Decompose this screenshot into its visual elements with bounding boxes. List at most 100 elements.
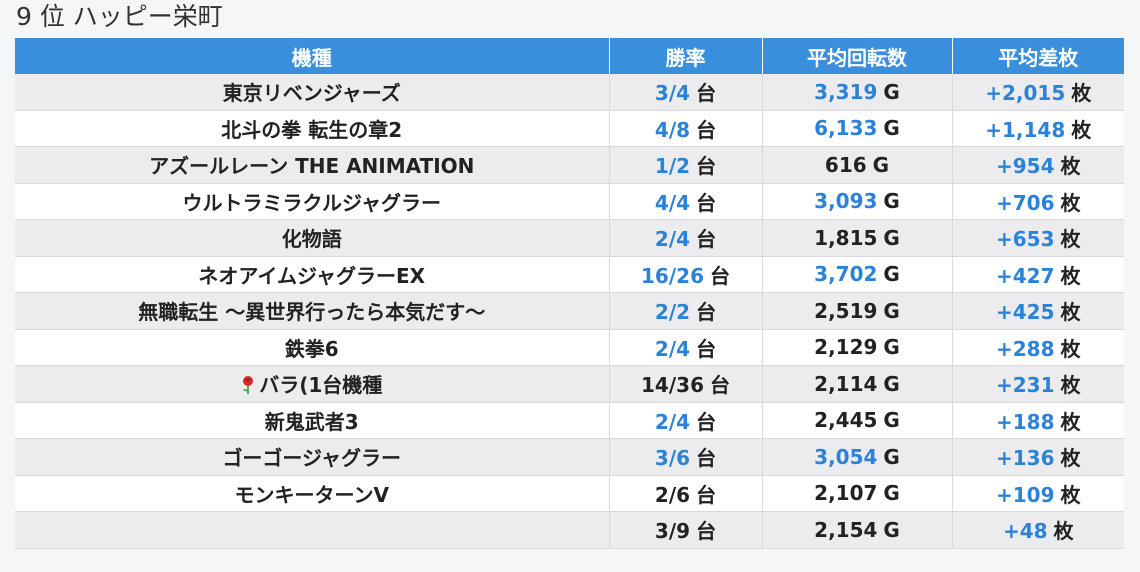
- table-row[interactable]: 新鬼武者3 2/4 台 2,445 G +188 枚: [15, 402, 1124, 439]
- win-rate-cell-value: 2/4: [654, 409, 691, 434]
- win-rate-cell: 4/8 台: [609, 110, 763, 147]
- win-rate-cell: 2/4 台: [609, 219, 763, 257]
- avg-diff-cell-unit: 枚: [1060, 409, 1081, 434]
- machine-name: バラ(1台機種: [259, 373, 383, 398]
- avg-spins-cell-unit: G: [883, 79, 900, 104]
- avg-diff-cell-unit: 枚: [1060, 446, 1081, 471]
- table-row[interactable]: 東京リベンジャーズ 3/4 台 3,319 G +2,015 枚: [15, 74, 1124, 111]
- win-rate-cell-value: 2/6: [654, 482, 691, 507]
- avg-diff-cell: +136 枚: [952, 438, 1124, 476]
- machine-name-cell[interactable]: ネオアイムジャグラーEX: [15, 256, 610, 293]
- avg-spins-cell-unit: G: [883, 371, 900, 396]
- ranking-table: 機種 勝率 平均回転数 平均差枚 東京リベンジャーズ 3/4 台 3,319 G +2,0…: [15, 38, 1124, 549]
- win-rate-cell-unit: 台: [696, 117, 717, 142]
- avg-spins-cell-unit: G: [883, 444, 900, 469]
- table-row[interactable]: 鉄拳6 2/4 台 2,129 G +288 枚: [15, 329, 1124, 366]
- rose-icon: [243, 376, 254, 395]
- machine-name-cell[interactable]: 無職転生 ～異世界行ったら本気だす～: [15, 292, 610, 330]
- column-header-avg-diff[interactable]: 平均差枚: [952, 38, 1124, 74]
- avg-spins-cell-value: 2,519: [814, 298, 878, 323]
- avg-diff-cell-value: +425: [995, 300, 1055, 325]
- avg-spins-cell-value: 2,154: [814, 517, 878, 542]
- win-rate-cell-value: 3/6: [654, 446, 691, 471]
- avg-spins-cell: 6,133 G: [762, 110, 953, 147]
- win-rate-cell: 16/26 台: [609, 256, 763, 293]
- machine-name: モンキーターンV: [234, 482, 389, 507]
- table-row[interactable]: ゴーゴージャグラー 3/6 台 3,054 G +136 枚: [15, 438, 1124, 476]
- avg-diff-cell: +288 枚: [952, 329, 1124, 366]
- avg-diff-cell-unit: 枚: [1060, 482, 1081, 507]
- avg-spins-cell-value: 1,815: [814, 225, 878, 250]
- win-rate-cell-unit: 台: [696, 482, 717, 507]
- win-rate-cell-value: 3/9: [654, 519, 691, 544]
- avg-spins-cell: 3,054 G: [762, 438, 953, 476]
- avg-spins-cell-unit: G: [883, 408, 900, 433]
- avg-diff-cell-unit: 枚: [1060, 190, 1081, 215]
- win-rate-cell-value: 1/2: [654, 154, 691, 179]
- avg-diff-cell-unit: 枚: [1060, 373, 1081, 398]
- table-row[interactable]: 北斗の拳 転生の章2 4/8 台 6,133 G +1,148 枚: [15, 110, 1124, 147]
- avg-spins-cell: 2,129 G: [762, 329, 953, 366]
- avg-diff-cell-unit: 枚: [1060, 227, 1081, 252]
- table-row[interactable]: バラ(1台機種 14/36 台 2,114 G +231 枚: [15, 365, 1124, 403]
- avg-spins-cell-value: 616: [824, 152, 867, 177]
- avg-diff-cell-value: +48: [1002, 519, 1048, 544]
- table-row[interactable]: 3/9 台 2,154 G +48 枚: [15, 511, 1124, 549]
- page-title: 9 位 ハッピー栄町: [16, 2, 223, 31]
- win-rate-cell: 4/4 台: [609, 183, 763, 220]
- avg-spins-cell: 2,107 G: [762, 475, 953, 512]
- win-rate-cell-value: 4/4: [654, 190, 691, 215]
- table-row[interactable]: ネオアイムジャグラーEX 16/26 台 3,702 G +427 枚: [15, 256, 1124, 293]
- table-row[interactable]: 無職転生 ～異世界行ったら本気だす～ 2/2 台 2,519 G +425 枚: [15, 292, 1124, 330]
- avg-spins-cell: 2,154 G: [762, 511, 953, 549]
- table-row[interactable]: モンキーターンV 2/6 台 2,107 G +109 枚: [15, 475, 1124, 512]
- win-rate-cell-value: 3/4: [654, 81, 691, 106]
- machine-name-cell[interactable]: 鉄拳6: [15, 329, 610, 366]
- machine-name: ネオアイムジャグラーEX: [198, 263, 426, 288]
- machine-name-cell[interactable]: ウルトラミラクルジャグラー: [15, 183, 610, 220]
- win-rate-cell-unit: 台: [696, 154, 717, 179]
- machine-name-cell[interactable]: 新鬼武者3: [15, 402, 610, 439]
- table-row[interactable]: アズールレーン THE ANIMATION 1/2 台 616 G +954 枚: [15, 146, 1124, 184]
- avg-spins-cell-value: 2,107: [814, 481, 878, 506]
- machine-name-cell[interactable]: ゴーゴージャグラー: [15, 438, 610, 476]
- win-rate-cell-unit: 台: [696, 81, 717, 106]
- avg-diff-cell-value: +231: [995, 373, 1055, 398]
- avg-spins-cell-unit: G: [883, 262, 900, 287]
- column-header-machine[interactable]: 機種: [15, 38, 610, 74]
- avg-diff-cell-unit: 枚: [1060, 336, 1081, 361]
- avg-spins-cell-unit: G: [872, 152, 890, 177]
- avg-spins-cell-unit: G: [883, 116, 900, 141]
- avg-spins-cell: 616 G: [762, 146, 953, 184]
- win-rate-cell-unit: 台: [696, 190, 717, 215]
- avg-diff-cell: +425 枚: [952, 292, 1124, 330]
- avg-diff-cell: +427 枚: [952, 256, 1124, 293]
- machine-name-cell[interactable]: バラ(1台機種: [15, 365, 610, 403]
- machine-name: ウルトラミラクルジャグラー: [182, 190, 441, 215]
- avg-diff-cell-value: +136: [995, 446, 1055, 471]
- avg-diff-cell-value: +188: [995, 409, 1055, 434]
- machine-name-cell[interactable]: [15, 511, 610, 549]
- machine-name-cell[interactable]: 化物語: [15, 219, 610, 257]
- machine-name: 新鬼武者3: [264, 409, 359, 434]
- column-header-win-rate[interactable]: 勝率: [609, 38, 763, 74]
- avg-diff-cell: +109 枚: [952, 475, 1124, 512]
- avg-diff-cell-unit: 枚: [1060, 154, 1081, 179]
- machine-name: 無職転生 ～異世界行ったら本気だす～: [138, 300, 486, 325]
- avg-diff-cell: +653 枚: [952, 219, 1124, 257]
- table-row[interactable]: 化物語 2/4 台 1,815 G +653 枚: [15, 219, 1124, 257]
- machine-name: 東京リベンジャーズ: [222, 81, 401, 106]
- column-header-avg-spins[interactable]: 平均回転数: [762, 38, 953, 74]
- avg-diff-cell-value: +427: [995, 263, 1055, 288]
- avg-spins-cell-value: 3,054: [814, 444, 878, 469]
- machine-name-cell[interactable]: アズールレーン THE ANIMATION: [15, 146, 610, 184]
- win-rate-cell-value: 4/8: [654, 117, 691, 142]
- table-row[interactable]: ウルトラミラクルジャグラー 4/4 台 3,093 G +706 枚: [15, 183, 1124, 220]
- machine-name-cell[interactable]: 東京リベンジャーズ: [15, 74, 610, 111]
- machine-name-cell[interactable]: 北斗の拳 転生の章2: [15, 110, 610, 147]
- avg-spins-cell-unit: G: [883, 225, 900, 250]
- win-rate-cell-unit: 台: [696, 446, 717, 471]
- machine-name-cell[interactable]: モンキーターンV: [15, 475, 610, 512]
- win-rate-cell-unit: 台: [709, 263, 730, 288]
